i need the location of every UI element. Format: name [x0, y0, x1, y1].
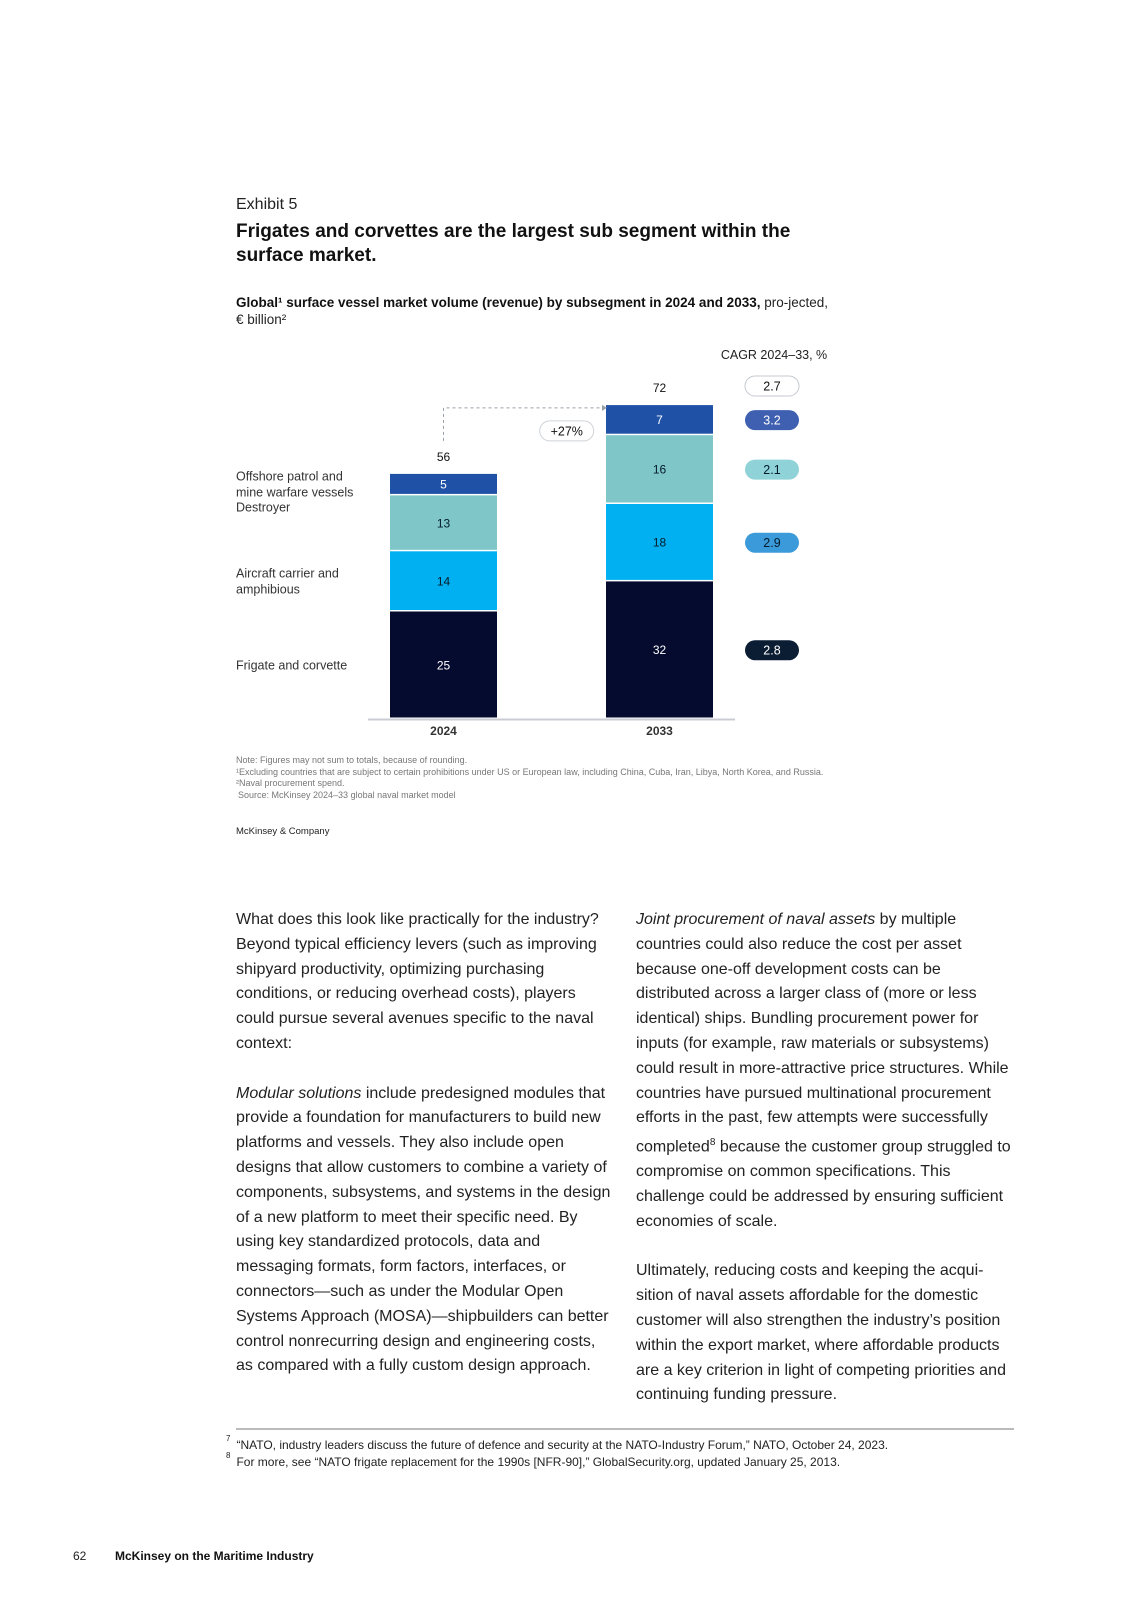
body-paragraph: What does this look like practically for…: [236, 911, 599, 1052]
footnote-text: “NATO, industry leaders discuss the futu…: [236, 1438, 889, 1452]
body-emphasis: Modular solutions: [236, 1084, 362, 1102]
body-column-right: Joint procurement of naval assets by mul…: [636, 908, 1016, 1433]
footnote-divider: [236, 1428, 1014, 1430]
series-label: Offshore patrol and: [236, 470, 343, 484]
bar-segment: [606, 504, 713, 580]
bar-value-label: 13: [437, 516, 451, 530]
bar-value-label: 32: [653, 643, 667, 657]
footnote: 8 For more, see “NATO frigate replacement…: [226, 1451, 841, 1469]
exhibit-title: Frigates and corvettes are the largest s…: [236, 221, 791, 266]
chart-subtitle-bold: Global¹ surface vessel market volume (re…: [236, 295, 761, 310]
bar-value-label: 16: [653, 463, 667, 477]
body-column-left: What does this look like practically for…: [236, 908, 616, 1404]
note-rounding: Note: Figures may not sum to totals, bec…: [236, 755, 468, 765]
note-footnote-1: ¹Excluding countries that are subject to…: [236, 766, 824, 777]
bar-segment: [390, 611, 497, 718]
series-label: Aircraft carrier and: [236, 566, 339, 580]
brand-label: McKinsey & Company: [236, 826, 330, 837]
bar-segment: [606, 405, 713, 434]
cagr-value: 2.9: [763, 536, 780, 550]
bar-total-label: 72: [653, 381, 667, 395]
x-tick-label: 2024: [430, 724, 457, 738]
cagr-pill: [745, 640, 799, 661]
cagr-value: 2.1: [763, 463, 780, 477]
bar-value-label: 18: [653, 536, 667, 550]
footnote-number: 8: [226, 1451, 231, 1460]
bar-value-label: 25: [437, 658, 451, 672]
growth-arrow-line: [443, 407, 602, 441]
growth-label: +27%: [551, 424, 583, 438]
note-footnote-2: ²Naval procurement spend.: [236, 778, 345, 788]
growth-arrow-head: [602, 404, 607, 411]
footnote-text: For more, see “NATO frigate replacement …: [236, 1455, 841, 1469]
body-text: because the customer group struggled to …: [636, 1138, 1011, 1230]
cagr-value: 3.2: [763, 414, 780, 428]
body-paragraph: Ultimately, reducing costs and keeping t…: [636, 1262, 1006, 1404]
bar-segment: [606, 435, 713, 503]
cagr-title: CAGR 2024–33, %: [721, 348, 827, 362]
bar-total-label: 56: [437, 450, 451, 464]
series-label: Frigate and corvette: [236, 658, 347, 672]
publication-title: McKinsey on the Maritime Industry: [115, 1549, 314, 1563]
chart-subtitle: Global¹ surface vessel market volume (re…: [236, 294, 836, 328]
body-emphasis: Joint procurement of naval assets: [636, 911, 876, 928]
note-source: Source: McKinsey 2024–33 global naval ma…: [238, 789, 456, 800]
body-paragraph: Joint procurement of naval assets by mul…: [636, 908, 1016, 1235]
chart-subtitle-rest: pro-jected, € billion²: [236, 295, 829, 327]
cagr-value: 2.8: [763, 644, 780, 658]
bar-segment: [390, 495, 497, 550]
chart-notes: Note: Figures may not sum to totals, bec…: [236, 755, 823, 801]
series-label: amphibious: [236, 582, 300, 596]
cagr-total-value: 2.7: [763, 380, 780, 394]
bar-value-label: 5: [440, 478, 447, 492]
exhibit-label: Exhibit 5: [236, 196, 298, 213]
growth-badge: [539, 420, 595, 442]
footnote: 7 “NATO, industry leaders discuss the fut…: [226, 1434, 889, 1452]
body-text: by multiple countries could also reduce …: [636, 911, 1009, 1156]
cagr-pill-total: [744, 375, 800, 397]
bar-segment: [606, 581, 713, 718]
cagr-pill: [745, 410, 799, 431]
footnote-ref: 8: [709, 1137, 716, 1149]
bar-segment: [390, 473, 497, 494]
x-tick-label: 2033: [646, 724, 673, 738]
bar-value-label: 7: [656, 413, 663, 427]
bar-segment: [390, 551, 497, 610]
series-label: Destroyer: [236, 500, 290, 514]
page-number: 62: [73, 1549, 87, 1563]
footnote-number: 7: [226, 1434, 231, 1443]
body-paragraph: Modular solutions include predesigned mo…: [236, 1082, 616, 1380]
bar-value-label: 14: [437, 574, 451, 588]
cagr-pill: [745, 532, 799, 553]
stacked-bar-chart: 25 14 13 5 56 2024 32 18 16 7 72 2033 +27% Frigate an…: [236, 348, 827, 738]
body-text: include predesigned modules that provide…: [236, 1084, 611, 1375]
series-label: mine warfare vessels: [236, 486, 353, 500]
cagr-pill: [745, 459, 799, 480]
